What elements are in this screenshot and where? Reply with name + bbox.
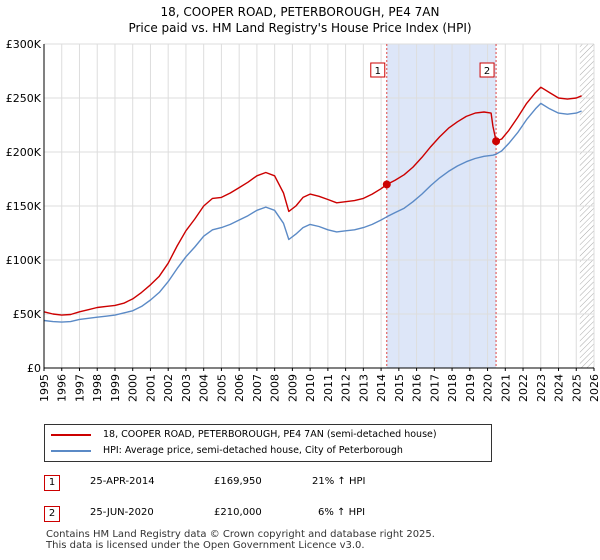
x-tick-label: 2020 bbox=[482, 374, 495, 402]
y-tick-label: £250K bbox=[6, 92, 42, 105]
x-tick-label: 2009 bbox=[286, 374, 299, 402]
hpi-line bbox=[43, 102, 582, 323]
chart-title: 18, COOPER ROAD, PETERBOROUGH, PE4 7AN P… bbox=[0, 4, 600, 36]
annotation-label: 2 bbox=[484, 66, 490, 77]
x-tick-label: 2019 bbox=[464, 374, 477, 402]
x-tick-label: 2010 bbox=[304, 374, 317, 402]
x-tick-label: 2017 bbox=[428, 374, 441, 402]
x-tick-label: 2007 bbox=[251, 374, 264, 402]
footer-attribution: Contains HM Land Registry data © Crown c… bbox=[46, 529, 435, 551]
transaction-price: £169,950 bbox=[214, 476, 262, 487]
x-tick-label: 2024 bbox=[553, 374, 566, 402]
footer-line-1: Contains HM Land Registry data © Crown c… bbox=[46, 529, 435, 540]
y-tick-label: £200K bbox=[6, 146, 42, 159]
transaction-price: £210,000 bbox=[214, 507, 262, 518]
x-tick-label: 2004 bbox=[198, 374, 211, 402]
x-tick-label: 2003 bbox=[180, 374, 193, 402]
transaction-hpi-diff: 6% ↑ HPI bbox=[318, 507, 366, 518]
x-tick-label: 2025 bbox=[570, 374, 583, 402]
x-tick-label: 2001 bbox=[144, 374, 157, 402]
footer-line-2: This data is licensed under the Open Gov… bbox=[46, 540, 365, 551]
x-tick-label: 2014 bbox=[375, 374, 388, 402]
x-tick-label: 2006 bbox=[233, 374, 246, 402]
x-tick-label: 1996 bbox=[56, 374, 69, 402]
annotation-box bbox=[479, 62, 495, 78]
transaction-marker-2: 2 bbox=[44, 506, 60, 522]
y-tick-label: £150K bbox=[6, 200, 42, 213]
title-line-2: Price paid vs. HM Land Registry's House … bbox=[128, 21, 472, 35]
y-tick-label: £50K bbox=[13, 308, 42, 321]
x-tick-label: 2021 bbox=[499, 374, 512, 402]
price-chart: £0 £50K £100K £150K £200K £250K £300K 1995 1996… bbox=[6, 38, 600, 402]
x-tick-label: 2026 bbox=[588, 374, 600, 402]
x-tick-label: 2013 bbox=[357, 374, 370, 402]
x-tick-label: 1995 bbox=[38, 374, 51, 402]
property-price-line bbox=[43, 86, 582, 316]
annotation-label: 1 bbox=[375, 66, 381, 77]
x-tick-label: 2002 bbox=[162, 374, 175, 402]
x-tick-label: 2008 bbox=[269, 374, 282, 402]
legend-swatch-property bbox=[51, 434, 91, 436]
x-tick-label: 2018 bbox=[446, 374, 459, 402]
x-tick-label: 2016 bbox=[411, 374, 424, 402]
annotation-box bbox=[370, 62, 386, 78]
transaction-date: 25-JUN-2020 bbox=[90, 507, 154, 518]
transaction-marker-1: 1 bbox=[44, 475, 60, 491]
transaction-hpi-diff: 21% ↑ HPI bbox=[312, 476, 366, 487]
x-tick-label: 2012 bbox=[340, 374, 353, 402]
title-line-1: 18, COOPER ROAD, PETERBOROUGH, PE4 7AN bbox=[160, 5, 440, 19]
transaction-date: 25-APR-2014 bbox=[90, 476, 155, 487]
x-tick-label: 2023 bbox=[535, 374, 548, 402]
legend-label-hpi: HPI: Average price, semi-detached house,… bbox=[103, 445, 403, 456]
x-tick-label: 2015 bbox=[393, 374, 406, 402]
sale-point bbox=[492, 137, 501, 146]
sale-point bbox=[382, 180, 391, 189]
legend-swatch-hpi bbox=[51, 450, 91, 452]
y-tick-label: £0 bbox=[27, 362, 41, 375]
x-tick-label: 2005 bbox=[215, 374, 228, 402]
x-tick-label: 2022 bbox=[517, 374, 530, 402]
y-tick-label: £100K bbox=[6, 254, 42, 267]
y-tick-label: £300K bbox=[6, 38, 42, 51]
x-tick-label: 1997 bbox=[73, 374, 86, 402]
x-tick-label: 1998 bbox=[91, 374, 104, 402]
x-tick-label: 1999 bbox=[109, 374, 122, 402]
x-tick-label: 2000 bbox=[127, 374, 140, 402]
chart-legend: 18, COOPER ROAD, PETERBOROUGH, PE4 7AN (… bbox=[44, 424, 492, 462]
legend-label-property: 18, COOPER ROAD, PETERBOROUGH, PE4 7AN (… bbox=[103, 429, 437, 440]
x-tick-label: 2011 bbox=[322, 374, 335, 402]
